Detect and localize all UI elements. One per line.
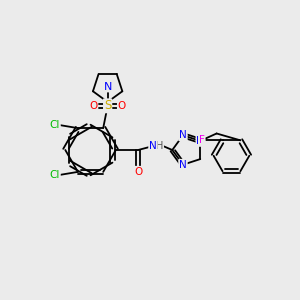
Text: H: H <box>156 140 163 151</box>
Text: O: O <box>118 101 126 111</box>
Text: N: N <box>179 160 187 170</box>
Text: F: F <box>199 135 205 145</box>
Text: N: N <box>179 130 187 140</box>
Text: O: O <box>89 101 98 111</box>
Text: N: N <box>103 82 112 92</box>
Text: N: N <box>196 136 204 146</box>
Text: O: O <box>134 167 142 177</box>
Text: S: S <box>104 99 111 112</box>
Text: Cl: Cl <box>50 170 60 180</box>
Text: Cl: Cl <box>50 120 60 130</box>
Text: N: N <box>149 140 157 151</box>
